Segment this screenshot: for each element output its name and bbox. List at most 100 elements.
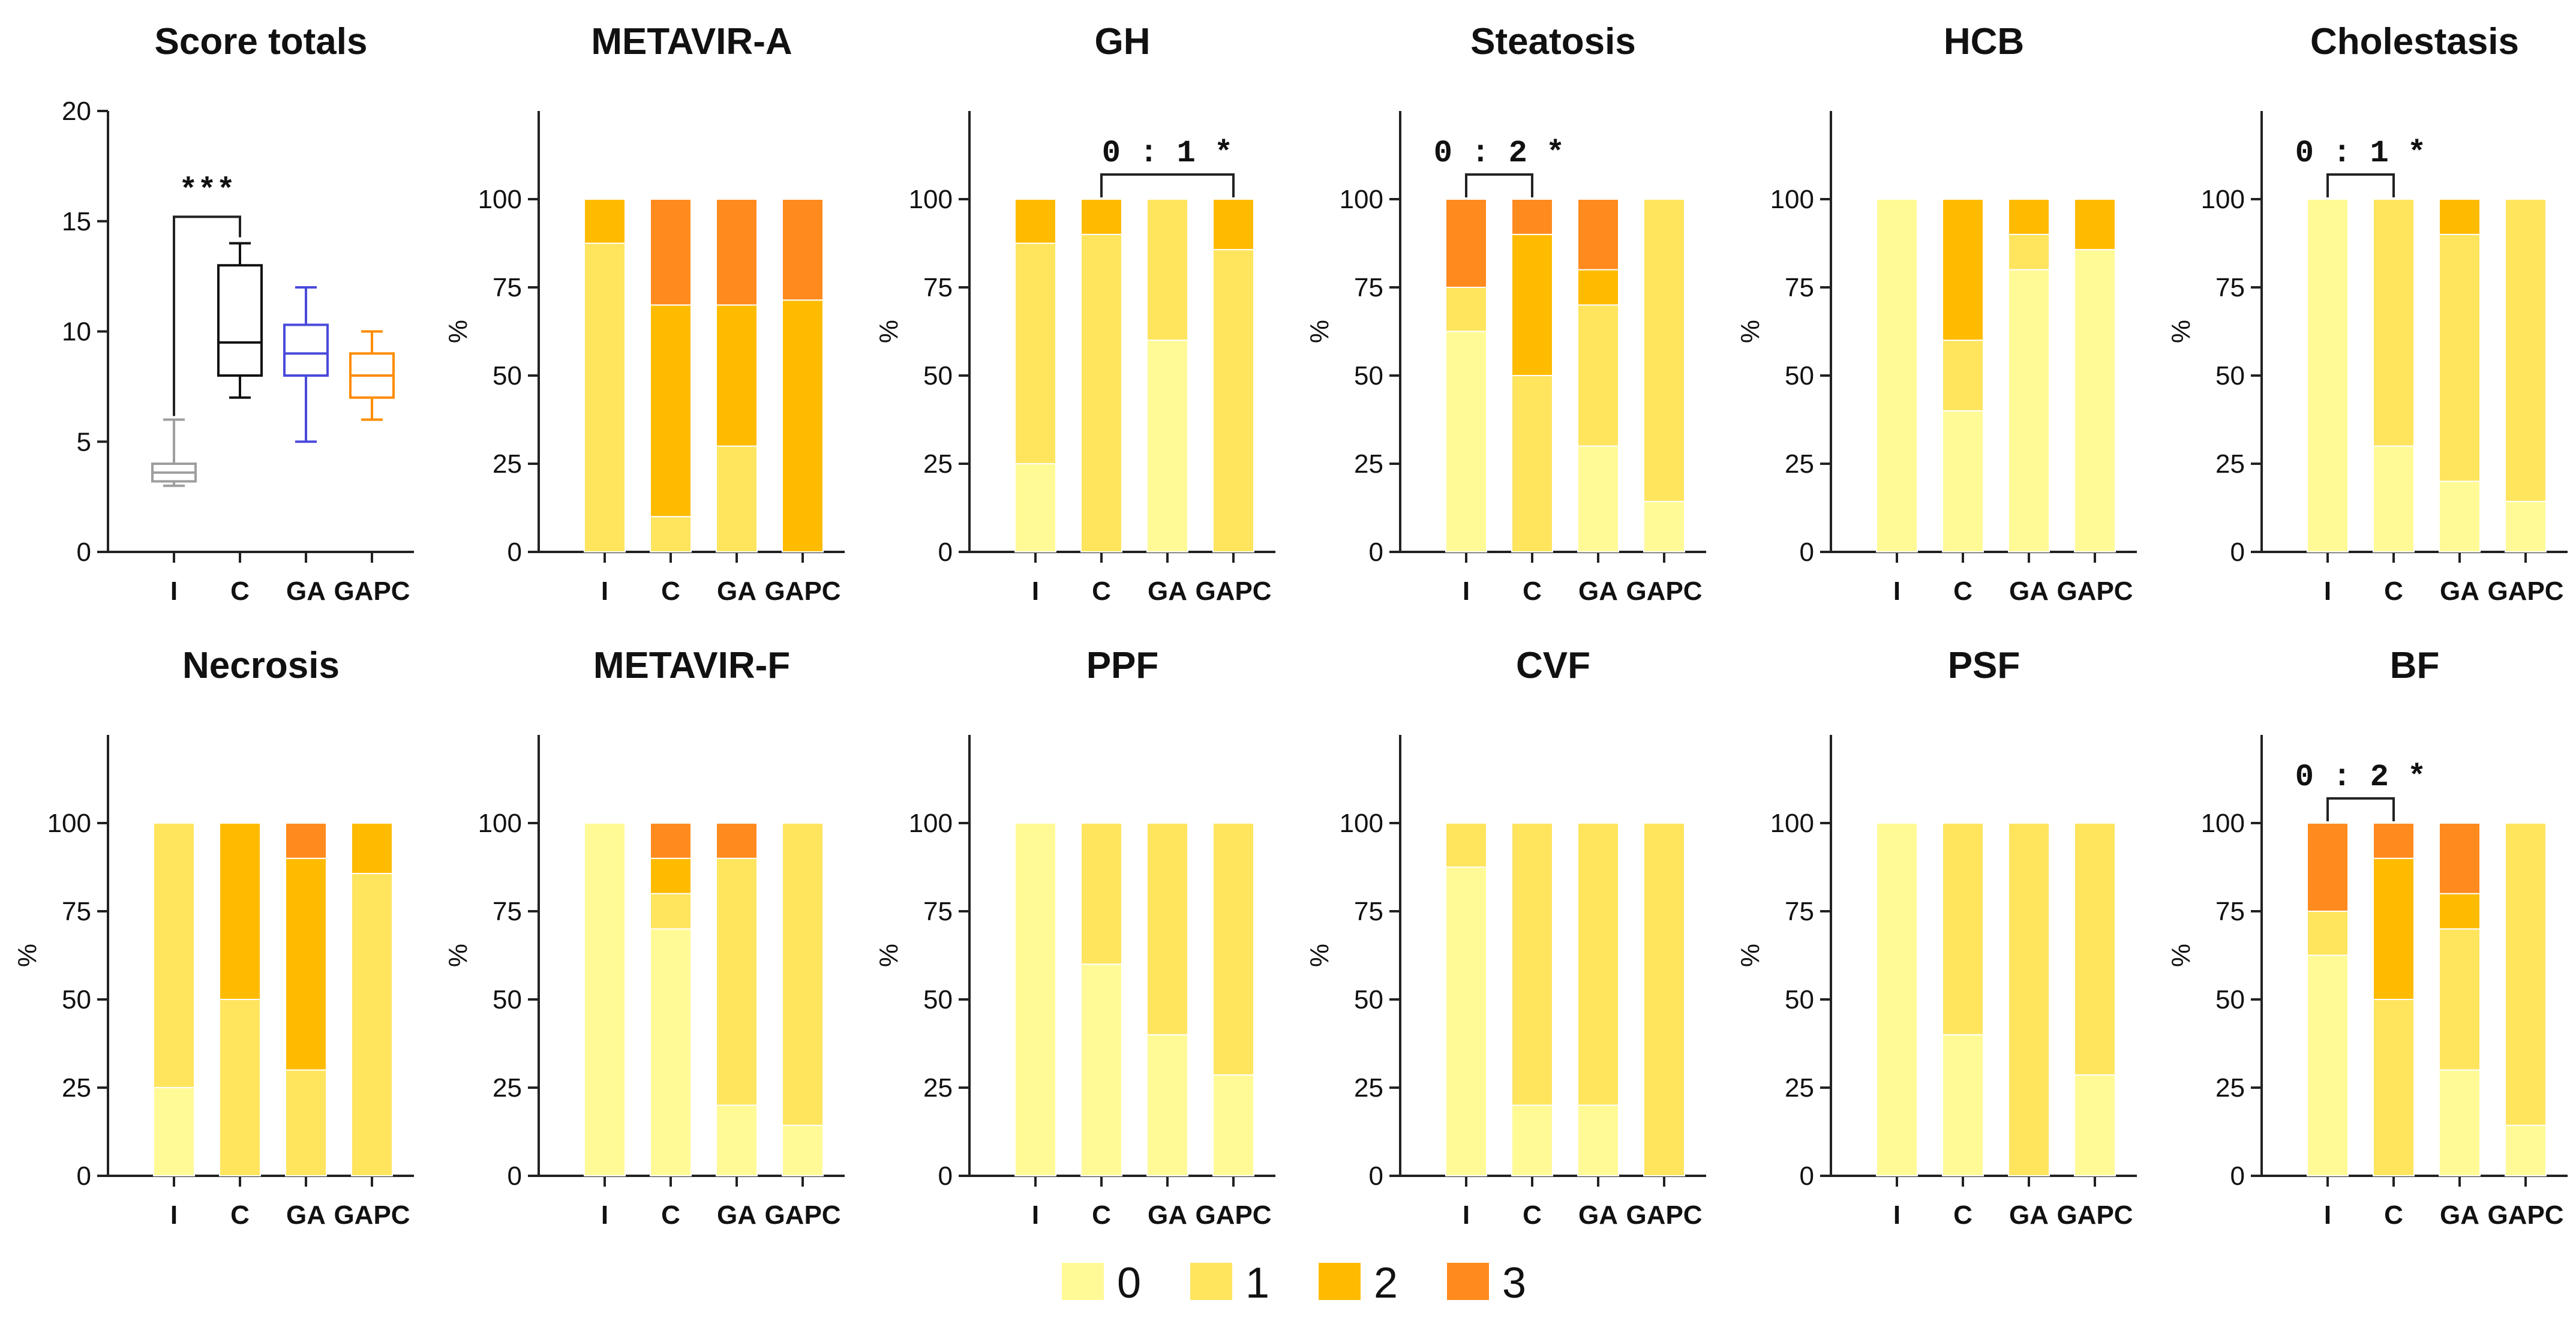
y-tick-label: 25 <box>923 449 953 479</box>
bar-segment-gapc-score-0 <box>2505 500 2547 553</box>
y-tick-label: 50 <box>1354 985 1383 1014</box>
bar-segment-ga-score-1 <box>2008 822 2050 1176</box>
x-tick-label: GA <box>286 577 326 606</box>
y-tick-label: 0 <box>1369 1161 1383 1191</box>
bar-segment-c-score-1 <box>1080 822 1122 965</box>
bar-segment-gapc-score-0 <box>2074 249 2116 553</box>
bar-segment-ga-score-1 <box>2439 233 2481 482</box>
y-tick-label: 50 <box>62 985 91 1014</box>
y-tick-label: 0 <box>508 538 522 567</box>
bar-segment-ga-score-3 <box>716 199 758 306</box>
y-tick-label: 25 <box>1785 449 1814 479</box>
x-tick-label: GA <box>2009 1200 2049 1230</box>
x-tick-label: C <box>230 577 250 606</box>
legend-swatch-1 <box>1190 1263 1232 1300</box>
box-c <box>217 264 263 377</box>
bar-segment-ga-score-3 <box>285 822 327 859</box>
bar-segment-i-score-3 <box>2307 822 2349 912</box>
bar-segment-c-score-2 <box>1511 233 1553 376</box>
bar-segment-gapc-score-0 <box>782 1124 824 1177</box>
x-tick-label: I <box>1463 1200 1470 1230</box>
chart-psf: PSF% 0 25 50 75 100 I C GA GAPC <box>1736 645 2137 1230</box>
significance-bracket <box>2326 797 2395 822</box>
x-tick-label: I <box>1893 1200 1901 1230</box>
bar-segment-ga-score-2 <box>285 857 327 1071</box>
y-tick-label: 50 <box>493 361 522 391</box>
y-tick-label: 50 <box>1354 361 1383 391</box>
y-tick-label: 25 <box>923 1073 953 1103</box>
bar-segment-i-score-0 <box>1876 822 1918 1176</box>
bar-segment-gapc-score-1 <box>2505 822 2547 1126</box>
chart-title: Cholestasis <box>2310 21 2519 62</box>
bar-segment-i-score-1 <box>153 822 195 1088</box>
bar-segment-c-score-1 <box>219 999 261 1176</box>
bar-segment-c-score-1 <box>2373 199 2415 447</box>
bar-segment-i-score-1 <box>2307 911 2349 956</box>
chart-title: PSF <box>1948 645 2020 686</box>
x-tick-label: GA <box>1578 577 1618 606</box>
chart-hcb: HCB% 0 25 50 75 100 I C GA GAPC <box>1736 21 2137 606</box>
y-tick-label: 0 <box>2230 538 2245 567</box>
bar-segment-ga-score-2 <box>1577 269 1619 306</box>
y-tick-label: 75 <box>923 897 953 926</box>
y-tick-label: 75 <box>493 897 522 926</box>
y-tick-label: 100 <box>1770 185 1814 214</box>
bar-segment-gapc-score-0 <box>1643 500 1685 553</box>
bar-segment-i-score-0 <box>2307 199 2349 553</box>
y-tick-label: 0 <box>508 1161 522 1191</box>
significance-bracket <box>1465 173 1533 198</box>
y-tick-label: 5 <box>77 427 91 457</box>
x-tick-label: C <box>1523 1200 1542 1230</box>
y-tick-label: 100 <box>1340 809 1383 838</box>
y-tick-label: 25 <box>493 1073 522 1103</box>
y-tick-label: 100 <box>47 809 91 838</box>
y-tick-label: 50 <box>2215 361 2245 391</box>
x-tick-label: I <box>170 1200 178 1230</box>
bar-segment-i-score-3 <box>1445 199 1487 288</box>
bar-segment-ga-score-0 <box>1146 340 1188 553</box>
x-tick-label: GA <box>1148 577 1187 606</box>
chart-title: Score totals <box>155 21 368 62</box>
y-tick-label: 0 <box>1369 538 1383 567</box>
x-tick-label: I <box>1463 577 1470 606</box>
x-tick-label: GA <box>1148 1200 1187 1230</box>
y-tick-label: 0 <box>1800 1161 1814 1191</box>
x-tick-label: I <box>2324 577 2331 606</box>
bar-segment-i-score-1 <box>584 242 626 553</box>
legend: 0 1 2 3 <box>1062 1259 1526 1307</box>
x-tick-label: GA <box>2440 577 2479 606</box>
y-tick-label: 50 <box>1785 985 1814 1014</box>
bar-segment-ga-score-1 <box>1146 822 1188 1035</box>
y-tick-label: 0 <box>2230 1161 2245 1191</box>
y-axis-label: % <box>874 320 903 343</box>
legend-label-0: 0 <box>1117 1259 1141 1307</box>
significance-label: 0 : 2 * <box>1434 136 1565 171</box>
bar-segment-c-score-0 <box>1942 410 1984 553</box>
x-tick-label: GA <box>717 577 756 606</box>
bar-segment-c-score-2 <box>1942 199 1984 341</box>
y-tick-label: 25 <box>2215 1073 2245 1103</box>
bar-segment-c-score-1 <box>1511 822 1553 1106</box>
y-tick-label: 100 <box>2201 809 2245 838</box>
bar-segment-c-score-2 <box>219 822 261 1000</box>
bar-segment-c-score-3 <box>650 822 692 859</box>
chart-ppf: PPF% 0 25 50 75 100 I C GA GAPC <box>874 645 1275 1230</box>
legend-label-3: 3 <box>1502 1259 1526 1307</box>
bar-segment-c-score-0 <box>1942 1034 1984 1177</box>
y-tick-label: 50 <box>923 361 953 391</box>
y-axis-label: % <box>1305 320 1334 343</box>
legend-swatch-2 <box>1319 1263 1361 1300</box>
bar-segment-ga-score-1 <box>2008 233 2050 271</box>
bar-segment-ga-score-1 <box>285 1069 327 1176</box>
x-tick-label: I <box>1032 1200 1039 1230</box>
bar-segment-gapc-score-2 <box>1212 199 1254 251</box>
y-axis-label: % <box>1736 320 1765 343</box>
bar-segment-ga-score-1 <box>2439 928 2481 1071</box>
y-tick-label: 75 <box>2215 897 2245 926</box>
x-tick-label: I <box>2324 1200 2331 1230</box>
bar-segment-i-score-1 <box>1445 822 1487 868</box>
bar-segment-c-score-2 <box>650 304 692 518</box>
bar-segment-gapc-score-1 <box>782 822 824 1126</box>
x-tick-label: GAPC <box>1626 577 1702 606</box>
